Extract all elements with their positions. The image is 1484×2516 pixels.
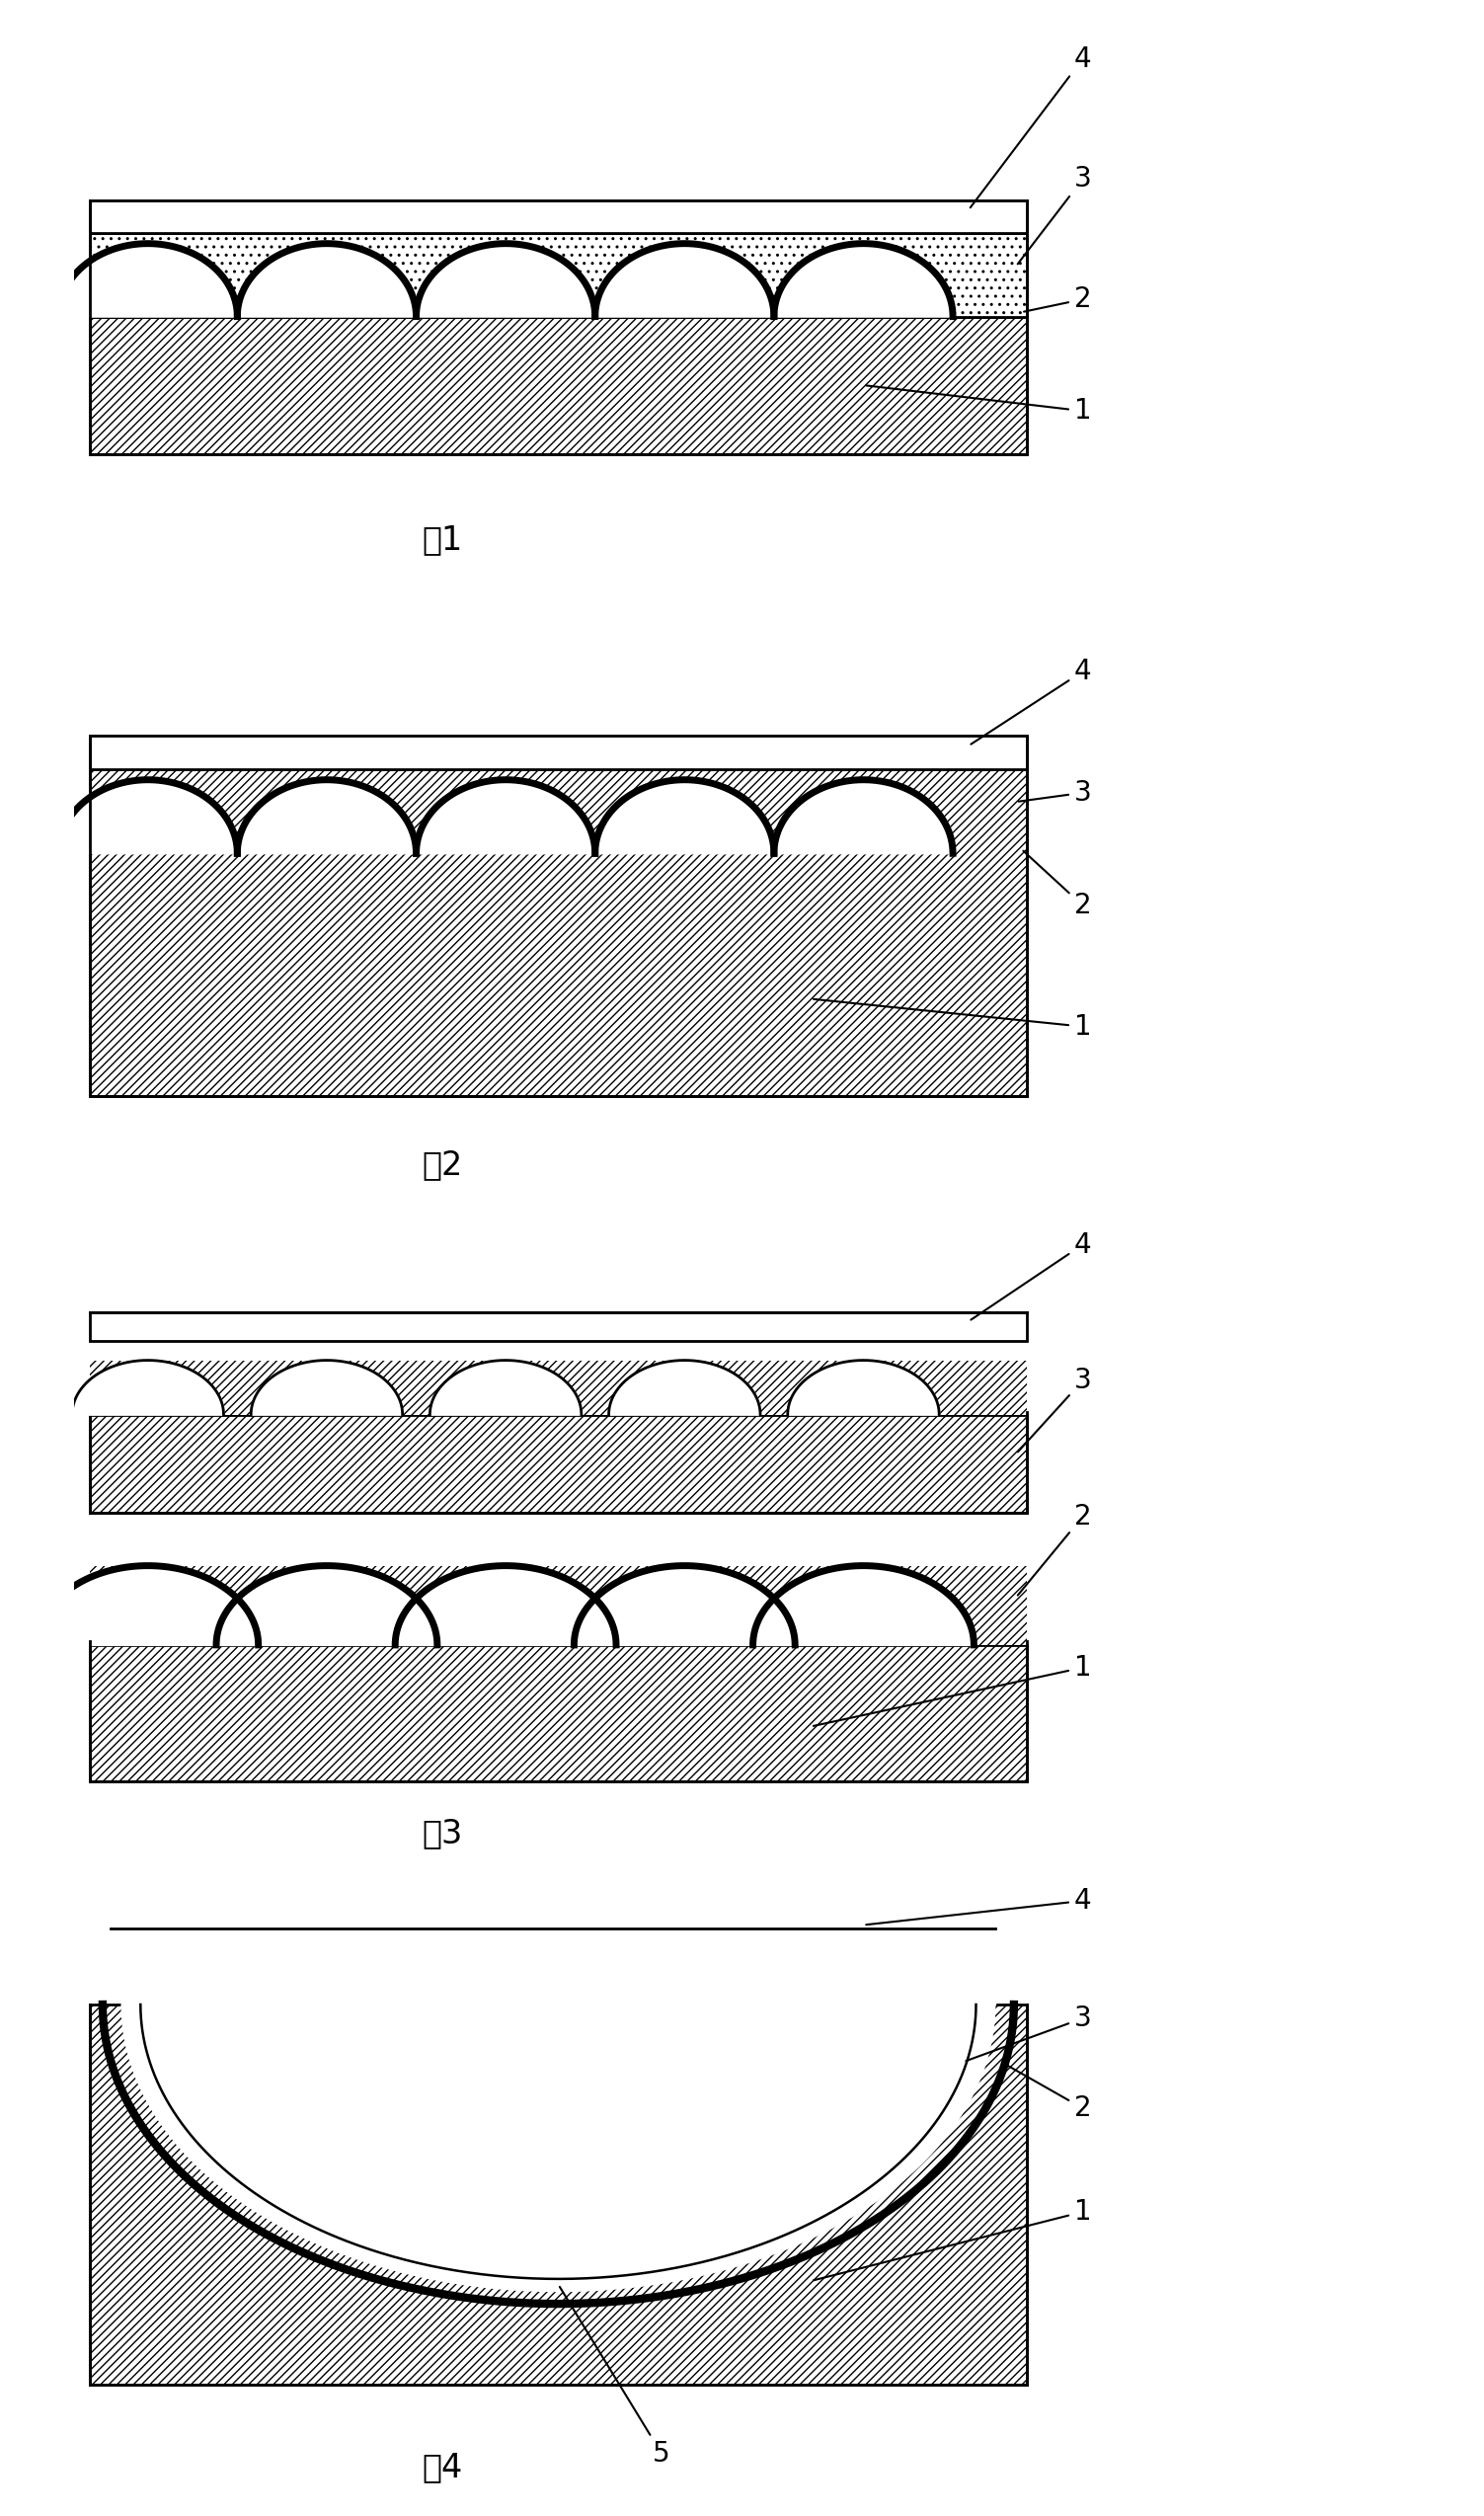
Text: 2: 2 — [1008, 2066, 1091, 2121]
Text: 4: 4 — [971, 1230, 1091, 1321]
Bar — [91, 2005, 1027, 2385]
Text: 图1: 图1 — [421, 523, 463, 556]
Text: 3: 3 — [1018, 780, 1091, 808]
Text: 图4: 图4 — [421, 2451, 463, 2483]
Text: 1: 1 — [867, 385, 1091, 425]
Text: 3: 3 — [1018, 1366, 1091, 1452]
Bar — [91, 1414, 1027, 1512]
Text: 3: 3 — [966, 2005, 1091, 2061]
Bar — [91, 231, 1027, 317]
Bar — [91, 317, 1027, 453]
Text: 图2: 图2 — [421, 1150, 463, 1183]
Bar — [91, 770, 1027, 1097]
Polygon shape — [122, 2005, 994, 2292]
Text: 图3: 图3 — [421, 1817, 463, 1849]
Text: 1: 1 — [813, 2199, 1091, 2279]
Text: 1: 1 — [813, 999, 1091, 1042]
Text: 4: 4 — [971, 45, 1091, 209]
Text: 2: 2 — [1024, 850, 1091, 918]
Bar — [91, 1313, 1027, 1341]
Bar — [91, 1645, 1027, 1781]
Text: 4: 4 — [867, 1887, 1091, 1925]
Text: 4: 4 — [971, 657, 1091, 745]
Text: 2: 2 — [1018, 1502, 1091, 1595]
Bar — [91, 199, 1027, 231]
Text: 2: 2 — [1024, 284, 1091, 312]
Bar — [91, 1361, 1027, 1414]
Text: 1: 1 — [813, 1653, 1091, 1726]
Bar — [91, 1565, 1027, 1645]
Text: 3: 3 — [1018, 166, 1091, 264]
Text: 5: 5 — [559, 2287, 671, 2468]
Bar — [91, 735, 1027, 770]
